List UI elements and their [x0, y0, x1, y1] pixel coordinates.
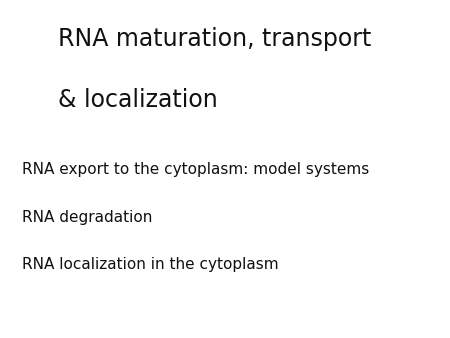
- Text: RNA localization in the cytoplasm: RNA localization in the cytoplasm: [22, 257, 279, 272]
- Text: RNA export to the cytoplasm: model systems: RNA export to the cytoplasm: model syste…: [22, 162, 370, 177]
- Text: RNA degradation: RNA degradation: [22, 210, 153, 224]
- Text: RNA maturation, transport: RNA maturation, transport: [58, 27, 372, 51]
- Text: & localization: & localization: [58, 88, 218, 112]
